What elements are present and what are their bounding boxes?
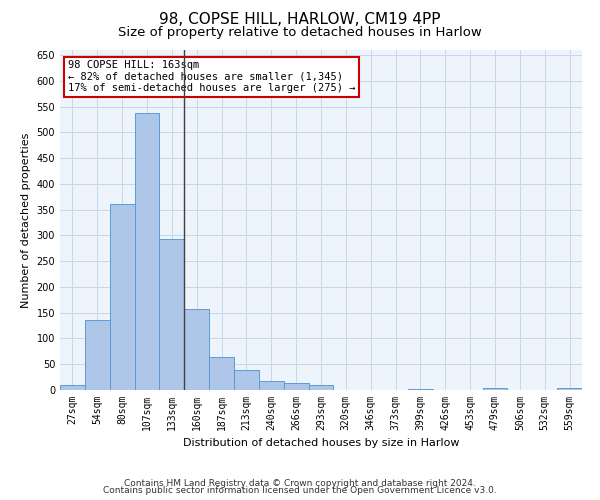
- Bar: [160, 239, 184, 390]
- Bar: [110, 204, 134, 390]
- Bar: [482, 388, 508, 390]
- Text: Size of property relative to detached houses in Harlow: Size of property relative to detached ho…: [118, 26, 482, 39]
- Bar: [184, 308, 209, 390]
- Bar: [60, 385, 85, 390]
- Bar: [134, 114, 160, 390]
- Bar: [209, 356, 234, 390]
- Bar: [234, 370, 259, 390]
- Bar: [85, 320, 110, 390]
- Bar: [259, 381, 284, 390]
- Text: 98 COPSE HILL: 163sqm
← 82% of detached houses are smaller (1,345)
17% of semi-d: 98 COPSE HILL: 163sqm ← 82% of detached …: [68, 60, 355, 94]
- Text: Contains HM Land Registry data © Crown copyright and database right 2024.: Contains HM Land Registry data © Crown c…: [124, 478, 476, 488]
- Text: 98, COPSE HILL, HARLOW, CM19 4PP: 98, COPSE HILL, HARLOW, CM19 4PP: [159, 12, 441, 28]
- Bar: [557, 388, 582, 390]
- Y-axis label: Number of detached properties: Number of detached properties: [21, 132, 31, 308]
- X-axis label: Distribution of detached houses by size in Harlow: Distribution of detached houses by size …: [183, 438, 459, 448]
- Text: Contains public sector information licensed under the Open Government Licence v3: Contains public sector information licen…: [103, 486, 497, 495]
- Bar: [308, 386, 334, 390]
- Bar: [284, 383, 308, 390]
- Bar: [408, 389, 433, 390]
